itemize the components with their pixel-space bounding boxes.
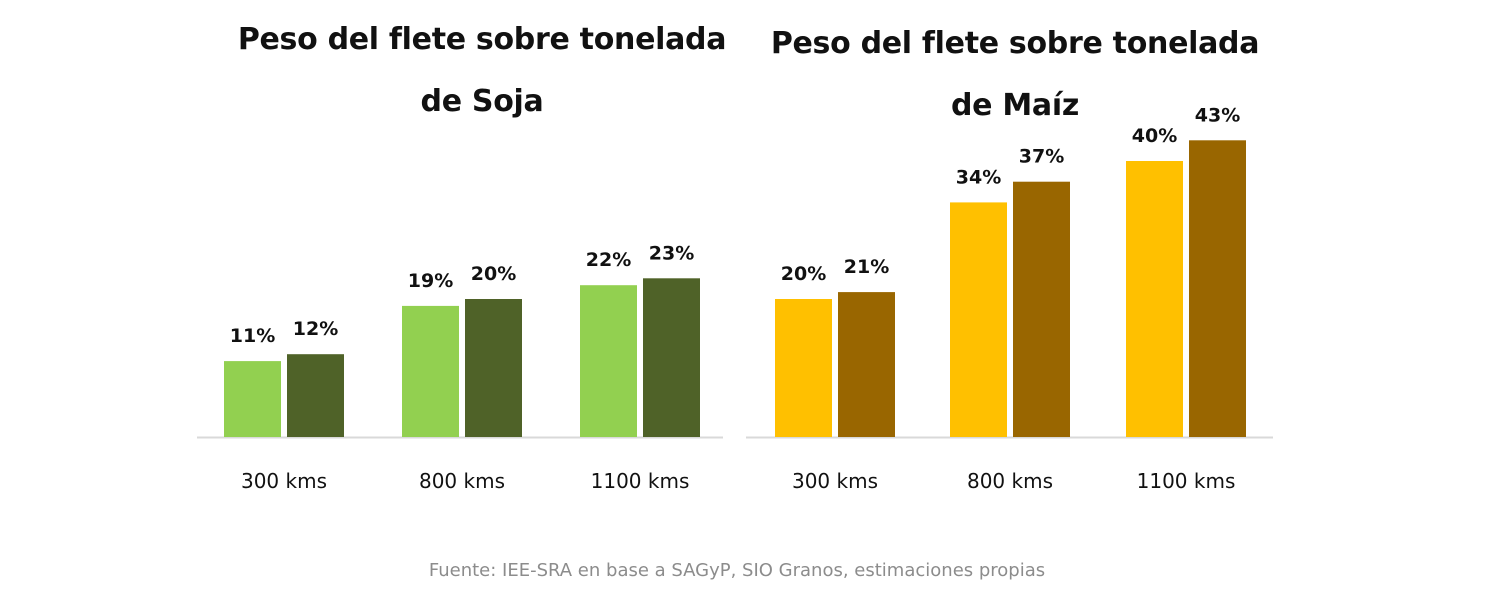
soja-category-label-2: 800 kms xyxy=(419,469,505,493)
soja-bar-1-2 xyxy=(287,354,344,437)
maiz-chart-title-line1: Peso del flete sobre tonelada xyxy=(770,26,1260,61)
source-note: Fuente: IEE-SRA en base a SAGyP, SIO Gra… xyxy=(428,560,1046,581)
maiz-bar-1-1 xyxy=(775,299,832,437)
maiz-data-label-2-1: 34% xyxy=(956,166,1001,188)
soja-category-label-3: 1100 kms xyxy=(591,469,690,493)
maiz-bar-2-1 xyxy=(950,202,1007,437)
soja-bar-2-1 xyxy=(402,305,459,437)
soja-category-label-1: 300 kms xyxy=(241,469,327,493)
maiz-data-label-2-2: 37% xyxy=(1019,146,1064,168)
soja-data-label-3-1: 22% xyxy=(586,249,631,271)
maiz-category-label-2: 800 kms xyxy=(967,469,1053,493)
maiz-data-label-1-2: 21% xyxy=(844,256,889,278)
maiz-category-label-3: 1100 kms xyxy=(1137,469,1236,493)
soja-bar-1-1 xyxy=(224,361,281,437)
maiz-data-label-3-1: 40% xyxy=(1132,125,1177,147)
soja-data-label-3-2: 23% xyxy=(649,242,694,264)
maiz-bar-3-2 xyxy=(1189,140,1246,438)
soja-data-label-2-2: 20% xyxy=(471,263,516,285)
soja-chart-title-line1: Peso del flete sobre tonelada xyxy=(237,22,727,57)
maiz-bar-2-2 xyxy=(1013,181,1070,437)
soja-chart-title-line2: de Soja xyxy=(420,84,544,119)
soja-data-label-1-1: 11% xyxy=(230,325,275,347)
maiz-chart-title-line2: de Maíz xyxy=(950,88,1079,123)
maiz-category-label-1: 300 kms xyxy=(792,469,878,493)
soja-bar-3-1 xyxy=(580,285,637,437)
maiz-data-label-1-1: 20% xyxy=(781,263,826,285)
maiz-bar-1-2 xyxy=(838,292,895,437)
soja-bar-3-2 xyxy=(643,278,700,437)
soja-data-label-2-1: 19% xyxy=(408,270,453,292)
maiz-data-label-3-2: 43% xyxy=(1195,104,1240,126)
soja-data-label-1-2: 12% xyxy=(293,318,338,340)
maiz-bar-3-1 xyxy=(1126,161,1183,437)
soja-bar-2-2 xyxy=(465,299,522,437)
